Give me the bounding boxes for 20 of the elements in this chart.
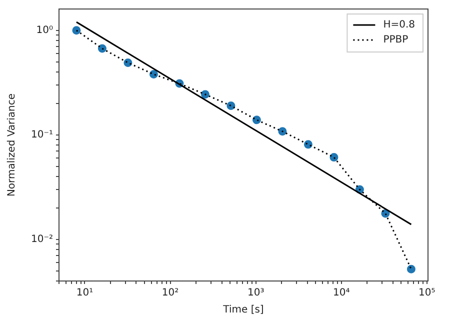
point bbox=[72, 26, 81, 35]
y-tick-label: 10⁻¹ bbox=[30, 129, 53, 140]
point bbox=[226, 101, 236, 110]
legend-label: PPBP bbox=[383, 34, 408, 46]
point bbox=[278, 127, 287, 136]
point bbox=[200, 90, 210, 99]
point bbox=[98, 44, 106, 53]
x-tick-label: 10⁴ bbox=[332, 288, 350, 299]
y-axis-title: Normalized Variance bbox=[6, 93, 18, 197]
x-axis-title: Time [s] bbox=[222, 304, 264, 316]
point bbox=[330, 153, 338, 162]
y-tick-label: 10⁰ bbox=[36, 24, 53, 36]
y-tick-label: 10⁻² bbox=[30, 234, 53, 245]
x-tick-label: 10² bbox=[162, 288, 179, 299]
point bbox=[252, 116, 261, 124]
legend-label: H=0.8 bbox=[383, 20, 416, 31]
point bbox=[406, 264, 416, 274]
x-tick-label: 10¹ bbox=[76, 288, 94, 299]
x-tick-label: 10⁵ bbox=[418, 288, 436, 299]
x-tick-label: 10³ bbox=[247, 288, 264, 299]
